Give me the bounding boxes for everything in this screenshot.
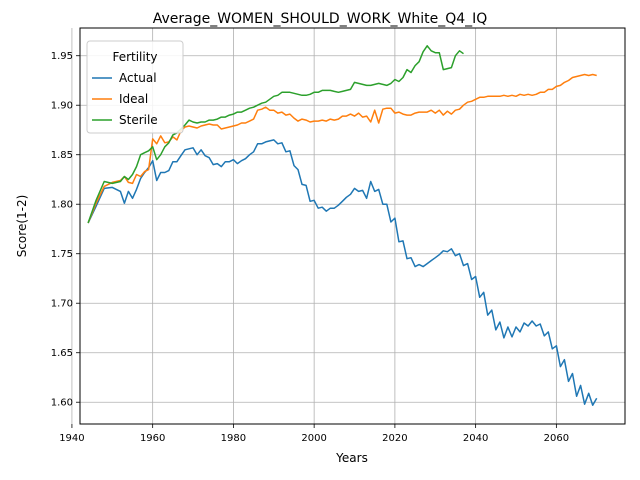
y-tick-label: 1.90 bbox=[51, 101, 73, 112]
legend-label-sterile: Sterile bbox=[119, 113, 158, 127]
x-tick-label: 2000 bbox=[301, 433, 326, 444]
plot-area bbox=[87, 45, 598, 406]
y-tick-label: 1.60 bbox=[51, 398, 73, 409]
y-tick-label: 1.80 bbox=[51, 200, 73, 211]
x-tick-label: 2060 bbox=[544, 433, 569, 444]
y-tick-label: 1.75 bbox=[51, 249, 73, 260]
series-line-ideal bbox=[87, 73, 597, 224]
x-tick-label: 1940 bbox=[59, 433, 84, 444]
legend-label-actual: Actual bbox=[119, 71, 157, 85]
x-tick-label: 2040 bbox=[463, 433, 488, 444]
axes-frame bbox=[79, 27, 626, 425]
y-tick-label: 1.65 bbox=[51, 348, 73, 359]
legend-box bbox=[86, 40, 184, 134]
series-line-actual bbox=[87, 139, 598, 406]
y-axis-ticks: 1.60 1.65 1.70 1.75 1.80 1.85 1.90 1.95 bbox=[51, 51, 80, 409]
grid-lines bbox=[71, 28, 625, 424]
legend-label-ideal: Ideal bbox=[119, 92, 148, 106]
x-tick-label: 2020 bbox=[382, 433, 407, 444]
chart-title: Average_WOMEN_SHOULD_WORK_White_Q4_IQ bbox=[153, 11, 488, 27]
x-axis-label: Years bbox=[335, 451, 368, 465]
x-axis-ticks: 1940 1960 1980 2000 2020 2040 2060 bbox=[59, 424, 569, 444]
y-tick-label: 1.70 bbox=[51, 299, 73, 310]
y-axis-label: Score(1-2) bbox=[15, 195, 29, 258]
y-tick-label: 1.85 bbox=[51, 150, 73, 161]
x-tick-label: 1960 bbox=[140, 433, 165, 444]
y-tick-label: 1.95 bbox=[51, 51, 73, 62]
legend-title: Fertility bbox=[112, 50, 157, 64]
series-line-sterile bbox=[87, 45, 464, 224]
legend-items: Actual Ideal Sterile bbox=[92, 71, 158, 127]
legend: Fertility Actual Ideal Sterile bbox=[86, 40, 184, 134]
x-tick-label: 1980 bbox=[221, 433, 246, 444]
